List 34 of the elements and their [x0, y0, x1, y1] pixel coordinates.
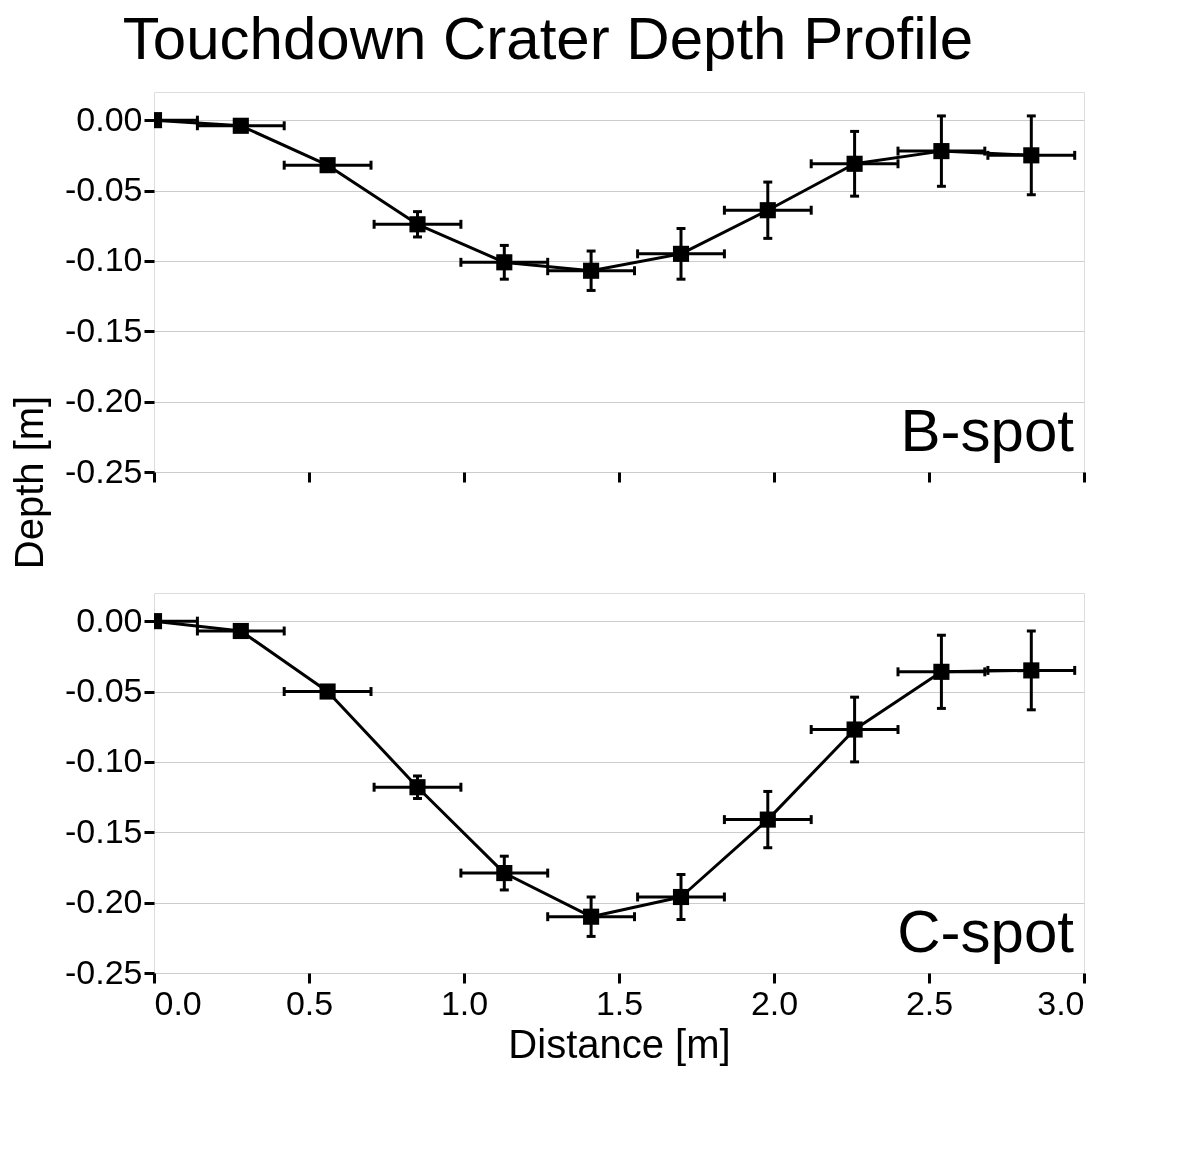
x-tick-label: 1.5	[595, 983, 644, 1022]
y-axis-title: Depth [m]	[7, 395, 51, 570]
point	[1023, 147, 1040, 164]
point	[232, 117, 249, 134]
y-tick-label: -0.25	[65, 952, 143, 991]
x-tick-label: 0.5	[285, 983, 334, 1022]
point	[583, 262, 600, 279]
x-tick-label: 2.5	[905, 983, 954, 1022]
point	[496, 254, 513, 271]
y-tick-label: -0.15	[65, 811, 143, 850]
point	[759, 202, 776, 219]
y-tick-label: -0.20	[65, 381, 143, 420]
y-tick-label: -0.05	[65, 170, 143, 209]
x-tick-label: 3.0	[1037, 983, 1085, 1022]
y-tick-label: 0.00	[76, 99, 143, 138]
point	[933, 143, 950, 160]
y-tick-label: -0.25	[65, 451, 143, 490]
y-tick-label: 0.00	[76, 600, 143, 639]
y-tick-label: -0.20	[65, 882, 143, 921]
y-tick-label: -0.05	[65, 671, 143, 710]
x-axis-title: Distance [m]	[508, 1021, 731, 1066]
x-tick-label: 0.0	[154, 983, 202, 1022]
chart-title: Touchdown Crater Depth Profile	[122, 4, 974, 72]
annotation: B-spot	[900, 397, 1075, 464]
point	[672, 245, 690, 262]
y-tick-label: -0.10	[65, 240, 143, 279]
y-tick-label: -0.15	[65, 310, 143, 349]
point	[319, 157, 336, 174]
annotation: C-spot	[897, 898, 1075, 965]
point	[846, 155, 863, 172]
point	[409, 216, 426, 233]
x-tick-label: 2.0	[750, 983, 799, 1022]
y-tick-label: -0.10	[65, 741, 143, 780]
x-tick-label: 1.0	[440, 983, 489, 1022]
